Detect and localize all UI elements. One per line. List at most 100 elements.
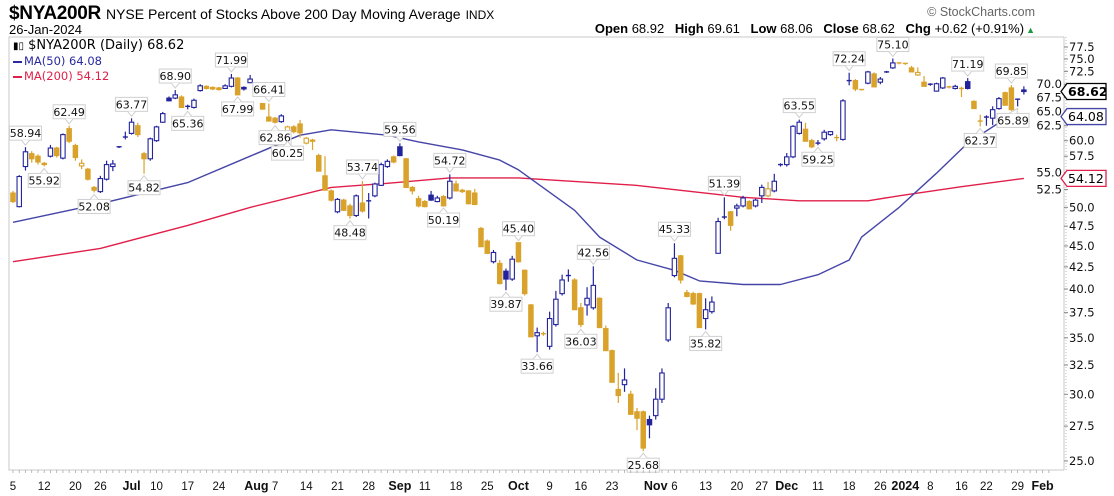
candle xyxy=(821,129,827,141)
candle xyxy=(110,160,116,172)
candle-body xyxy=(16,175,22,208)
last-value-marker-price: 68.62 xyxy=(1060,82,1108,101)
candle-body xyxy=(971,100,977,110)
x-tick-label: 17 xyxy=(181,481,194,493)
candle-body xyxy=(78,162,85,167)
candle xyxy=(390,155,397,164)
x-tick-label: 20 xyxy=(69,481,82,493)
annotation-label: 39.87 xyxy=(490,298,522,311)
x-tick-label: 18 xyxy=(450,481,463,493)
candle xyxy=(78,159,85,170)
candle xyxy=(128,118,135,135)
candle xyxy=(840,99,846,141)
candle xyxy=(384,159,391,168)
candle-body xyxy=(1008,87,1015,111)
annotation-label: 53.74 xyxy=(347,161,379,174)
candle xyxy=(603,325,609,352)
annotation-pointer xyxy=(270,124,280,131)
candle xyxy=(815,140,821,146)
candle-body xyxy=(952,85,958,90)
annotation-label: 65.36 xyxy=(172,117,204,130)
up-triangle-icon: ▲ xyxy=(1026,25,1035,35)
candle-body xyxy=(390,156,397,163)
price-annotation: 62.86 xyxy=(258,124,292,146)
x-tick-label: 2024 xyxy=(891,479,919,493)
candle xyxy=(509,255,515,281)
candle xyxy=(91,186,97,193)
candle-body xyxy=(852,80,859,90)
price-annotation: 72.24 xyxy=(832,51,866,72)
annotation-label: 36.03 xyxy=(565,335,597,348)
ma50-swatch xyxy=(13,60,22,63)
candle xyxy=(915,67,921,76)
candle-body xyxy=(771,180,778,192)
candle xyxy=(640,410,646,452)
candle xyxy=(103,160,110,181)
annotation-label: 71.19 xyxy=(952,58,984,71)
candle xyxy=(185,104,191,110)
high-value: 69.61 xyxy=(707,21,740,36)
candle xyxy=(147,137,154,161)
x-tick-label: 10 xyxy=(150,481,163,493)
candle xyxy=(553,290,559,327)
candle-body xyxy=(964,81,971,90)
candle xyxy=(659,368,665,403)
last-value-label: 54.12 xyxy=(1068,171,1104,186)
price-annotation: 50.19 xyxy=(427,207,461,228)
candle xyxy=(334,197,341,214)
candle-body xyxy=(328,190,334,201)
candle xyxy=(1002,91,1008,106)
x-tick-label: 14 xyxy=(300,481,313,493)
candle xyxy=(141,151,147,174)
y-tick-label: 45.0 xyxy=(1069,239,1095,253)
candle xyxy=(415,195,422,208)
candle-body xyxy=(60,134,66,159)
annotation-pointer xyxy=(358,173,367,180)
candle-body xyxy=(91,186,97,191)
legend-ma50: MA(50) 64.08 xyxy=(13,54,184,69)
close-label: Close xyxy=(823,21,859,36)
candle-body xyxy=(228,77,235,87)
candle xyxy=(366,193,372,219)
candle-body xyxy=(160,113,166,123)
candle xyxy=(852,79,859,92)
ma200-swatch xyxy=(13,75,22,78)
x-tick-label: Feb xyxy=(1031,479,1054,493)
x-tick-label: 23 xyxy=(606,481,619,493)
y-tick-label: 77.5 xyxy=(1069,40,1095,54)
candle-body xyxy=(340,199,347,211)
candle xyxy=(846,72,852,86)
x-tick-label: 16 xyxy=(955,481,968,493)
candle-body xyxy=(553,298,559,326)
price-annotation: 67.99 xyxy=(221,96,255,117)
candle-body xyxy=(172,94,178,99)
candle-body xyxy=(153,126,160,142)
price-annotation: 33.66 xyxy=(520,353,554,374)
candle xyxy=(871,72,877,88)
candle-body xyxy=(209,86,216,90)
candle-body xyxy=(996,98,1002,110)
candle xyxy=(259,103,266,110)
annotation-label: 66.41 xyxy=(253,84,285,97)
annotation-pointer xyxy=(64,118,74,125)
candle-body xyxy=(509,258,515,280)
candle-body xyxy=(259,103,266,110)
price-annotation: 45.33 xyxy=(657,221,691,243)
candle-body xyxy=(459,189,466,193)
x-tick-label: 28 xyxy=(362,481,375,493)
candle xyxy=(859,88,865,91)
candle-body xyxy=(440,195,447,207)
candle-body xyxy=(266,116,272,122)
y-tick-label: 27.5 xyxy=(1069,419,1095,433)
chart-title: $NYA200R NYSE Percent of Stocks Above 20… xyxy=(9,3,494,25)
candle-body xyxy=(241,86,247,90)
y-tick-label: 57.5 xyxy=(1069,149,1095,163)
y-tick-label: 42.5 xyxy=(1069,260,1095,274)
candle xyxy=(890,58,896,69)
price-annotation: 45.40 xyxy=(501,221,535,242)
x-tick-label: 20 xyxy=(730,481,743,493)
candle-body xyxy=(272,117,278,123)
candle-body xyxy=(727,211,734,226)
candle-body xyxy=(827,131,834,136)
